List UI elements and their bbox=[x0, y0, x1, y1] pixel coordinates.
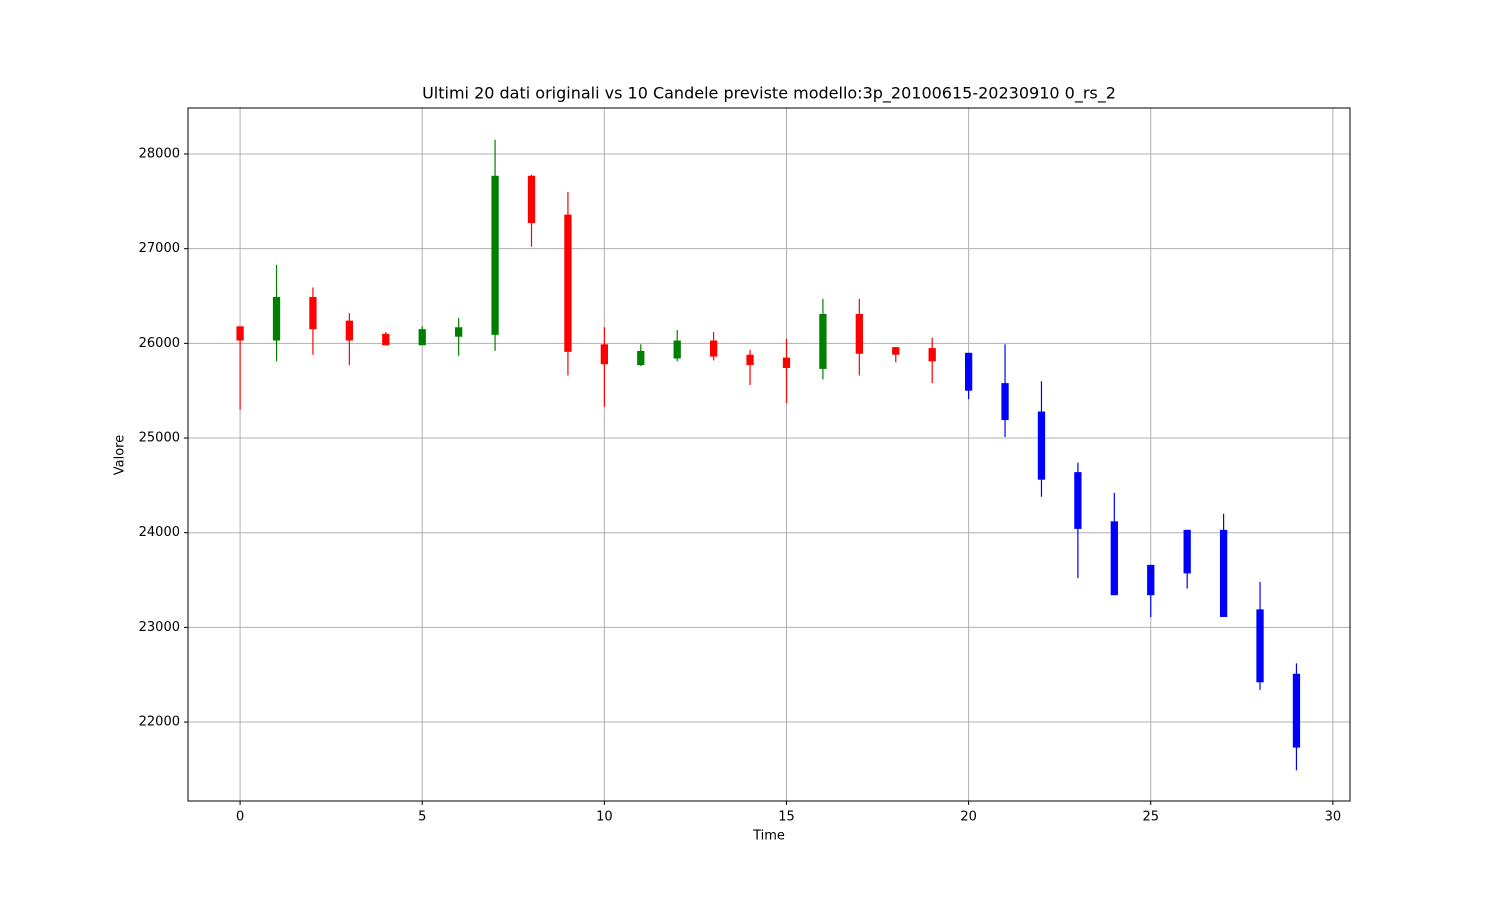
x-tick-label: 0 bbox=[236, 810, 244, 825]
x-tick-label: 10 bbox=[596, 810, 613, 825]
candle-body bbox=[418, 329, 426, 346]
candle-body bbox=[637, 350, 645, 366]
y-tick-label: 23000 bbox=[139, 620, 180, 635]
candle-body bbox=[236, 326, 244, 341]
candle-body bbox=[1037, 411, 1046, 480]
chart-title: Ultimi 20 dati originali vs 10 Candele p… bbox=[422, 84, 1116, 104]
x-tick-label: 25 bbox=[1142, 810, 1159, 825]
y-tick-label: 27000 bbox=[139, 241, 180, 256]
candle-body bbox=[782, 357, 791, 368]
candle-body bbox=[673, 340, 681, 359]
x-axis-label: Time bbox=[752, 829, 785, 844]
candle-body bbox=[491, 175, 499, 335]
y-axis-label: Valore bbox=[113, 435, 128, 475]
candle-body bbox=[1219, 529, 1228, 617]
x-tick-label: 15 bbox=[778, 810, 795, 825]
x-tick-label: 20 bbox=[960, 810, 977, 825]
candle-body bbox=[1256, 609, 1264, 683]
candle-body bbox=[892, 347, 900, 355]
plot-frame bbox=[187, 107, 1351, 802]
y-tick-label: 25000 bbox=[139, 431, 180, 446]
candle-body bbox=[819, 314, 827, 369]
candle-body bbox=[1001, 383, 1009, 421]
x-tick-label: 30 bbox=[1325, 810, 1342, 825]
candle-body bbox=[855, 314, 863, 354]
candle-body bbox=[1074, 472, 1082, 529]
y-tick-label: 24000 bbox=[139, 525, 180, 540]
candle-body bbox=[527, 175, 536, 224]
candle-body bbox=[1110, 521, 1118, 596]
candle-body bbox=[928, 348, 936, 362]
candle-body bbox=[600, 344, 608, 365]
x-tick-label: 5 bbox=[418, 810, 426, 825]
candle-body bbox=[709, 340, 718, 357]
candle-body bbox=[1183, 529, 1191, 574]
candle-body bbox=[455, 327, 463, 337]
candle-body bbox=[382, 333, 390, 346]
y-tick-label: 22000 bbox=[139, 715, 180, 730]
y-tick-label: 28000 bbox=[139, 147, 180, 162]
y-tick-label: 26000 bbox=[139, 336, 180, 351]
candle-body bbox=[964, 352, 973, 391]
candle-body bbox=[1147, 564, 1155, 596]
candle-body bbox=[1292, 673, 1301, 748]
candle-body bbox=[309, 296, 317, 330]
candle-body bbox=[564, 214, 572, 352]
candle-body bbox=[746, 354, 754, 366]
candle-body bbox=[345, 320, 354, 341]
candle-body bbox=[272, 296, 281, 341]
